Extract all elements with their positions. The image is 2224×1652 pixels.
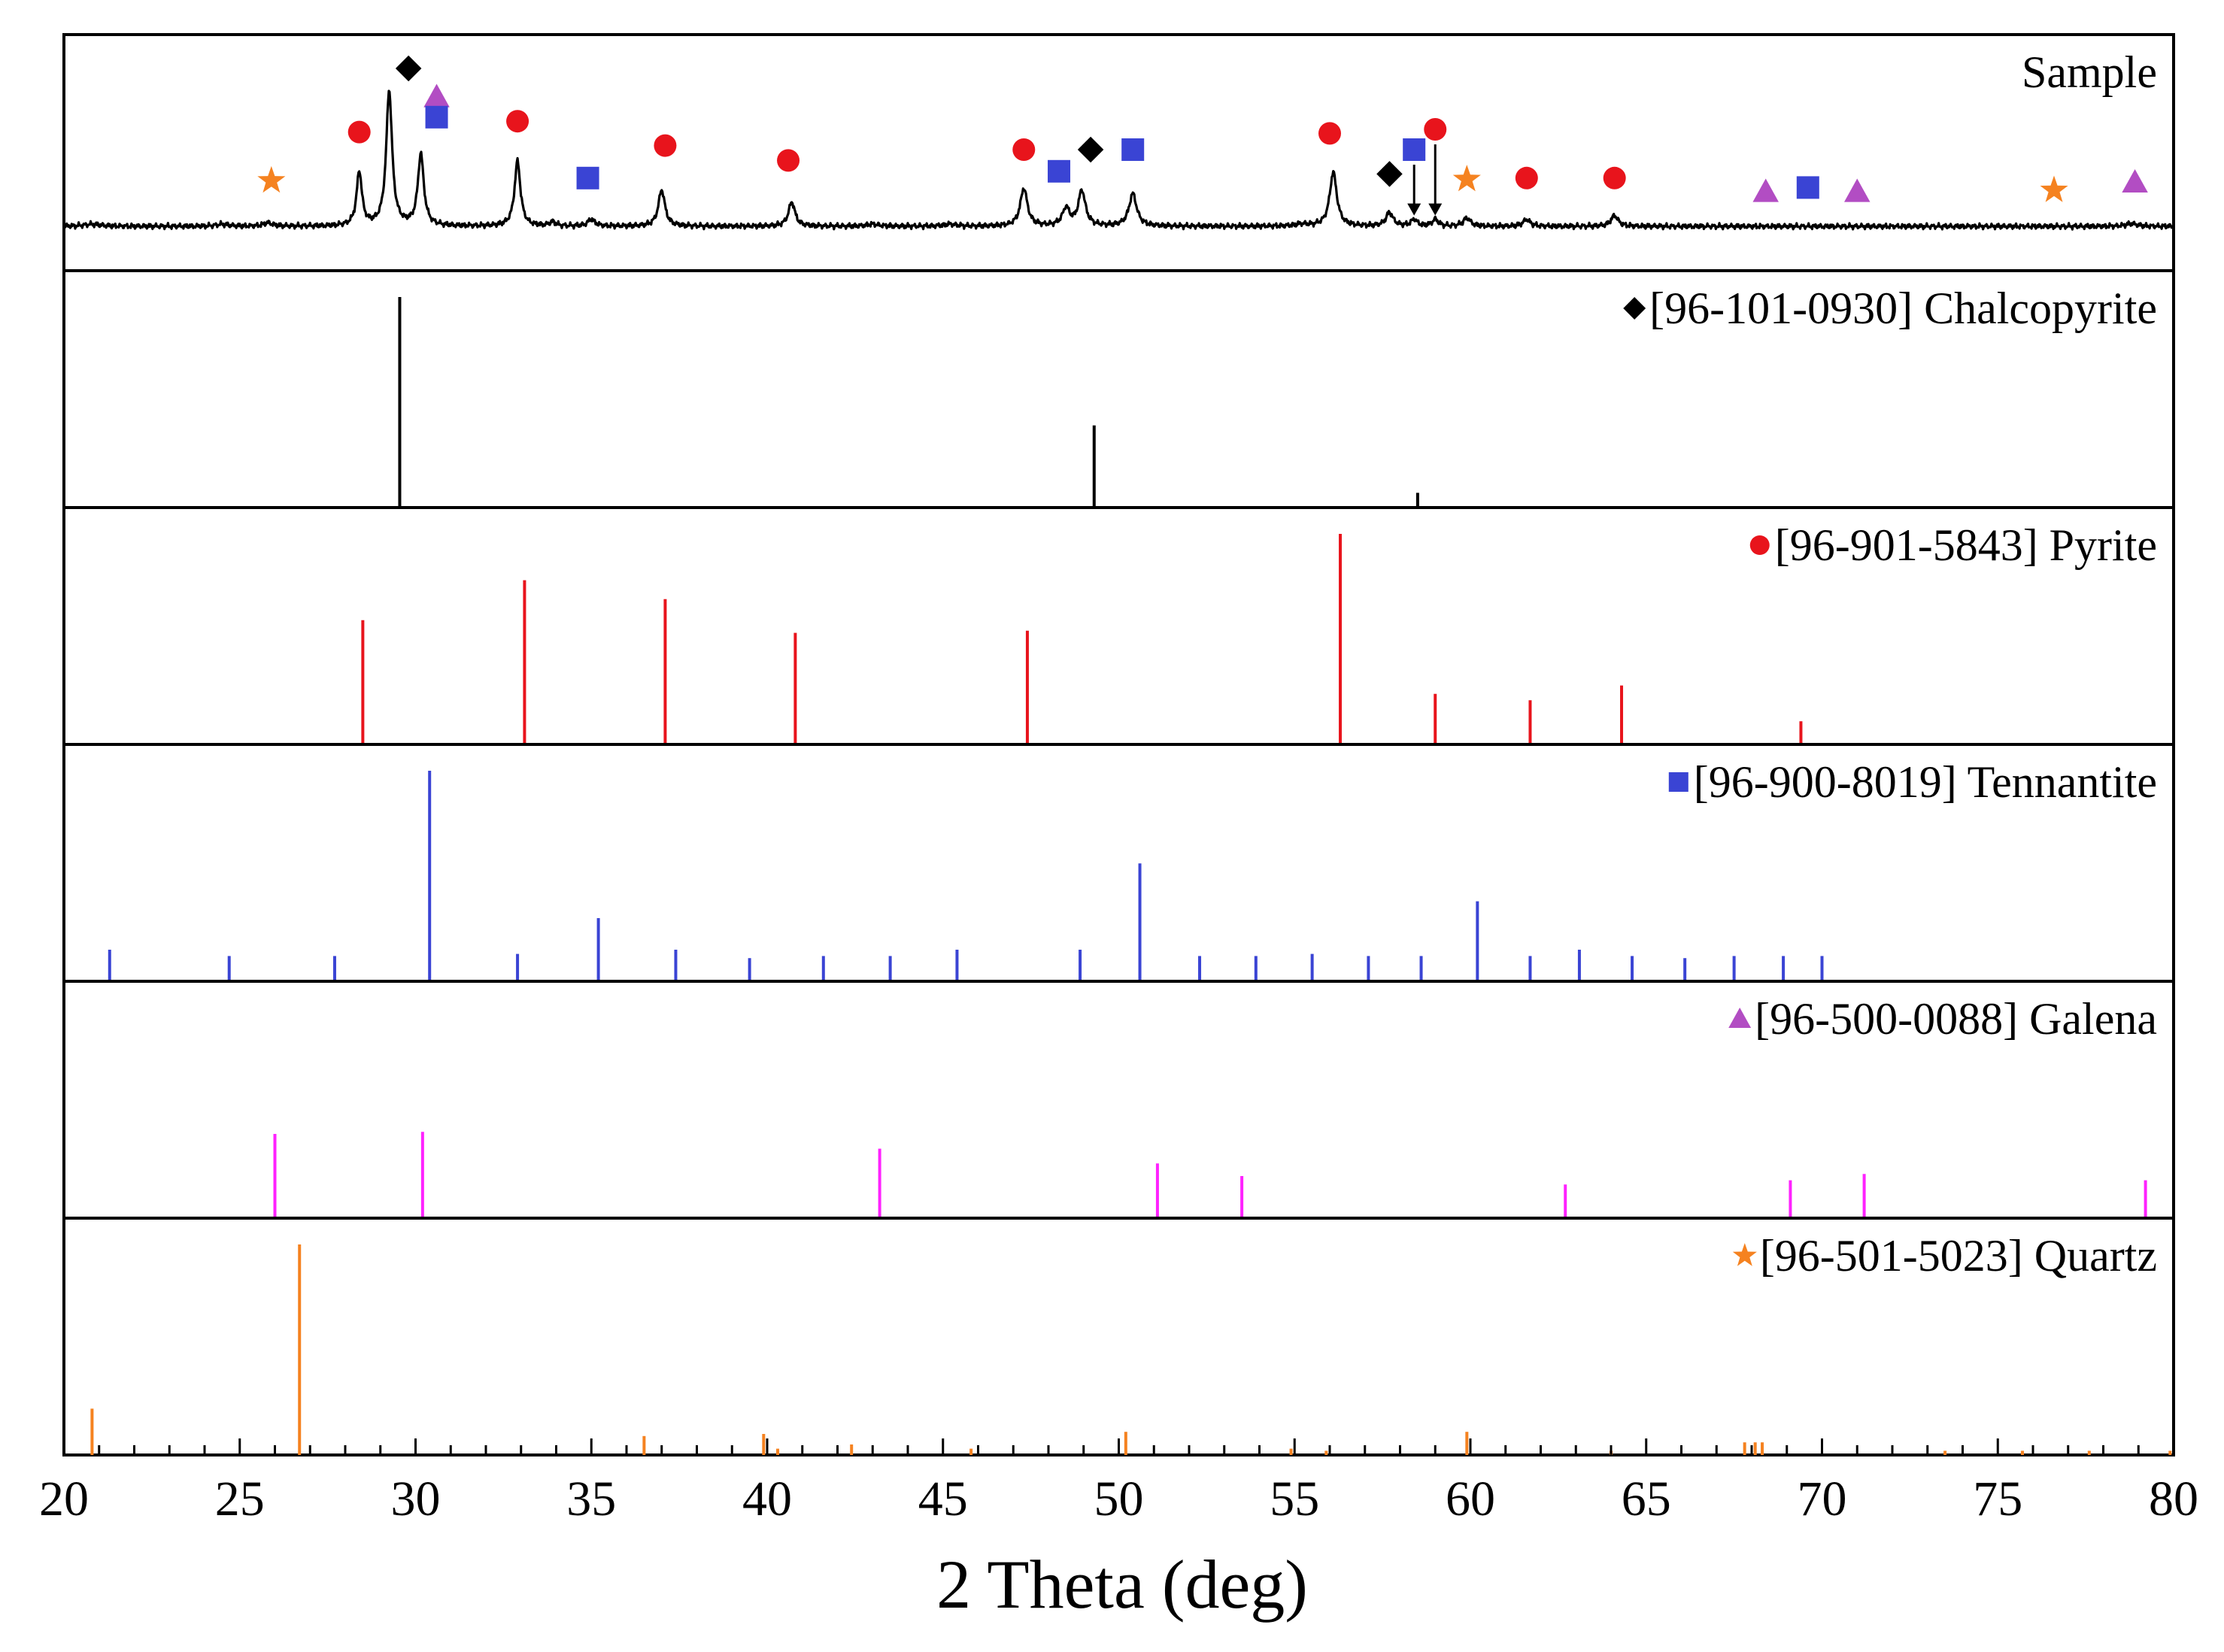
panels: Sample [96-101-0930] Chalcopyrite [96-901-…	[62, 33, 2175, 1456]
panel-label-galena: [96-500-0088] Galena	[1755, 994, 2157, 1044]
sample-marker-chalcopyrite	[1077, 136, 1104, 163]
x-tick-label: 30	[391, 1472, 441, 1526]
sample-marker-pyrite	[506, 110, 529, 133]
sample-pattern-line	[63, 89, 2175, 231]
sample-marker-tennantite	[1121, 138, 1145, 161]
sample-marker-tennantite	[1403, 138, 1426, 161]
sample-marker-pyrite	[1012, 138, 1036, 161]
x-tick-label: 45	[918, 1472, 968, 1526]
sample-marker-galena	[1844, 178, 1871, 202]
sample-marker-galena	[2122, 168, 2148, 192]
sample-marker-chalcopyrite	[395, 55, 422, 82]
x-axis-label: 2 Theta (deg)	[936, 1546, 1308, 1623]
x-tick-label: 50	[1094, 1472, 1144, 1526]
sample-marker-pyrite	[1603, 166, 1626, 189]
x-tick-label: 65	[1622, 1472, 1671, 1526]
legend-marker-quartz	[1732, 1243, 1757, 1266]
panel-galena: [96-500-0088] Galena	[62, 980, 2175, 1220]
sample-marker-pyrite	[654, 134, 677, 157]
x-tick-label: 80	[2149, 1472, 2198, 1526]
sample-marker-galena	[1752, 178, 1779, 202]
sample-marker-galena	[423, 83, 450, 108]
sample-marker-chalcopyrite	[1376, 161, 1403, 187]
sample-marker-pyrite	[347, 120, 371, 144]
panel-label-sample: Sample	[2022, 47, 2157, 97]
sample-marker-tennantite	[576, 166, 599, 189]
x-tick-label: 75	[1973, 1472, 2022, 1526]
sample-marker-quartz	[1452, 165, 1481, 192]
peak-arrow-head	[1407, 203, 1421, 216]
sample-marker-pyrite	[1515, 166, 1538, 189]
legend-marker-pyrite	[1749, 535, 1770, 555]
sample-marker-pyrite	[1318, 122, 1341, 145]
sample-marker-tennantite	[425, 105, 448, 129]
panel-label-pyrite: [96-901-5843] Pyrite	[1775, 520, 2157, 570]
sample-marker-pyrite	[1424, 118, 1447, 141]
x-tick-label: 25	[215, 1472, 265, 1526]
x-tick-label: 70	[1798, 1472, 1847, 1526]
panel-label-tennantite: [96-900-8019] Tennantite	[1694, 757, 2157, 807]
x-axis: 20 25 30 35 40 45 50 55 60 65 70 75 80	[39, 1438, 2198, 1526]
panel-label-chalcopyrite: [96-101-0930] Chalcopyrite	[1649, 283, 2157, 333]
peak-arrow-head	[1428, 203, 1443, 216]
x-tick-label: 20	[39, 1472, 89, 1526]
legend-marker-chalcopyrite	[1623, 297, 1646, 320]
sample-marker-quartz	[257, 165, 286, 193]
sample-marker-tennantite	[1796, 176, 1819, 199]
sample-marker-tennantite	[1048, 159, 1071, 183]
x-tick-label: 40	[742, 1472, 792, 1526]
x-tick-label: 60	[1446, 1472, 1495, 1526]
x-tick-label: 55	[1270, 1472, 1319, 1526]
panel-label-quartz: [96-501-5023] Quartz	[1760, 1231, 2157, 1281]
sample-marker-quartz	[2040, 175, 2068, 202]
sample-marker-pyrite	[777, 149, 800, 172]
x-tick-label: 35	[566, 1472, 616, 1526]
legend-marker-galena	[1728, 1008, 1752, 1028]
legend-marker-tennantite	[1668, 772, 1688, 792]
